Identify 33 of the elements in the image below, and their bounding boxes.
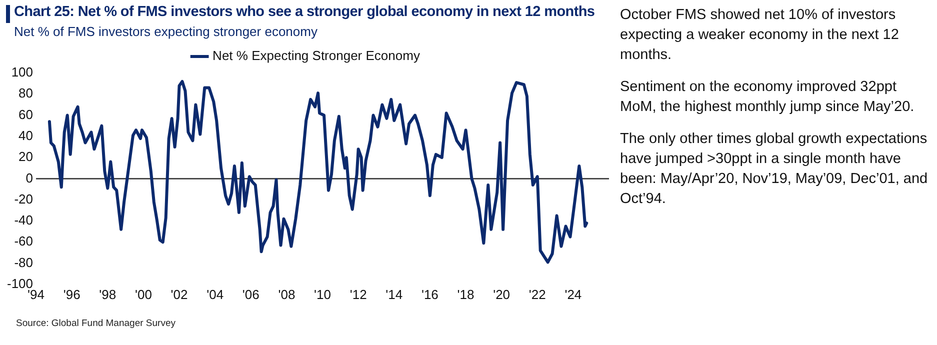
chart-subtitle: Net % of FMS investors expecting stronger economy [14, 24, 318, 39]
y-tick-label: -80 [14, 254, 34, 270]
x-tick-label: '20 [493, 286, 510, 302]
x-tick-label: '98 [99, 286, 116, 302]
y-tick-label: 80 [18, 86, 34, 101]
y-tick-label: -40 [14, 212, 34, 228]
y-tick-label: 20 [18, 149, 34, 164]
x-tick-label: '14 [386, 286, 403, 302]
y-tick-label: -100 [6, 276, 34, 291]
x-tick-label: '12 [350, 286, 367, 302]
text: October FMS showed net 10% of investors expecting a weaker economy in the next 12 months. [620, 6, 900, 65]
y-tick-label: 100 [11, 64, 34, 80]
x-tick-label: '04 [206, 286, 224, 302]
x-tick-label: '00 [134, 286, 152, 302]
x-tick-label: '96 [63, 286, 80, 302]
x-tick-label: '08 [278, 286, 296, 302]
x-tick-label: '10 [314, 286, 331, 302]
y-tick-label: -20 [14, 191, 34, 206]
legend-label: Net % Expecting Stronger Economy [212, 48, 420, 64]
x-tick-label: '18 [457, 286, 474, 302]
x-tick-label: '16 [421, 286, 438, 302]
source-note: Source: Global Fund Manager Survey [16, 318, 176, 329]
y-tick-label: 60 [18, 106, 34, 122]
text: The only other times global growth expectations have jumped >30ppt in a single month have been: May/Apr’20, Nov’19, May’09, Dec’01, and Oct’94. [620, 130, 929, 209]
text: Sentiment on the economy improved 32ppt MoM, the highest monthly jump since May’20. [620, 78, 916, 117]
y-tick-label: 0 [26, 170, 34, 186]
x-tick-label: '24 [564, 286, 582, 302]
y-tick-label: 40 [18, 128, 34, 143]
x-tick-label: '02 [170, 286, 188, 302]
y-tick-label: -60 [14, 234, 34, 249]
x-tick-label: '06 [242, 286, 260, 302]
chart-title: Chart 25: Net % of FMS investors who see a stronger global economy in next 12 months [14, 4, 595, 20]
x-tick-label: '22 [528, 286, 546, 302]
